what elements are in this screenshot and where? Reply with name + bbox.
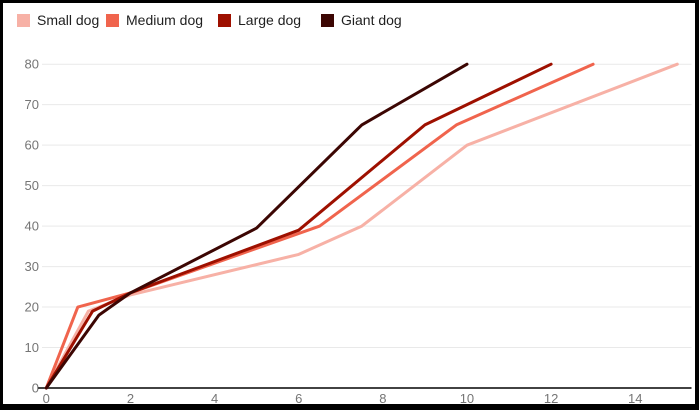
chart-canvas: 0 10 20 30 40 50 60 70 80 0 2 4 6 8 10 12 14 [25,57,692,406]
series-line-medium-dog[interactable] [44,62,595,390]
y-tick-label-50: 50 [25,178,39,193]
x-tick-label-8: 8 [379,391,386,406]
legend-label: Small dog [37,12,100,28]
x-tick-label-12: 12 [544,391,558,406]
y-tick-label-20: 20 [25,300,39,315]
x-tick-label-14: 14 [628,391,642,406]
legend-item-giant-dog[interactable]: Giant dog [321,12,402,28]
series-line-large-dog[interactable] [44,62,553,390]
legend-label: Giant dog [341,12,402,28]
legend-swatch-icon [321,13,334,27]
legend-swatch-icon [218,13,231,27]
chart-legend: Small dog Medium dog Large dog Giant dog [3,3,695,37]
x-tick-label-6: 6 [295,391,302,406]
x-tick-label-10: 10 [460,391,474,406]
y-tick-label-0: 0 [32,381,39,396]
legend-label: Large dog [238,12,302,28]
legend-item-medium-dog[interactable]: Medium dog [106,12,203,28]
y-tick-label-60: 60 [25,138,39,153]
legend-item-large-dog[interactable]: Large dog [218,12,301,28]
legend-swatch-icon [106,13,119,27]
x-tick-label-4: 4 [211,391,218,406]
y-tick-label-10: 10 [25,340,39,355]
y-tick-label-70: 70 [25,97,39,112]
x-tick-label-2: 2 [127,391,134,406]
y-tick-label-80: 80 [25,57,39,72]
y-tick-label-40: 40 [25,219,39,234]
legend-item-small-dog[interactable]: Small dog [17,12,99,28]
series-line-giant-dog[interactable] [44,62,469,390]
y-tick-label-30: 30 [25,259,39,274]
series-line-small-dog[interactable] [44,62,679,390]
x-tick-label-0: 0 [43,391,50,406]
legend-label: Medium dog [126,12,204,28]
legend-swatch-icon [17,13,30,27]
